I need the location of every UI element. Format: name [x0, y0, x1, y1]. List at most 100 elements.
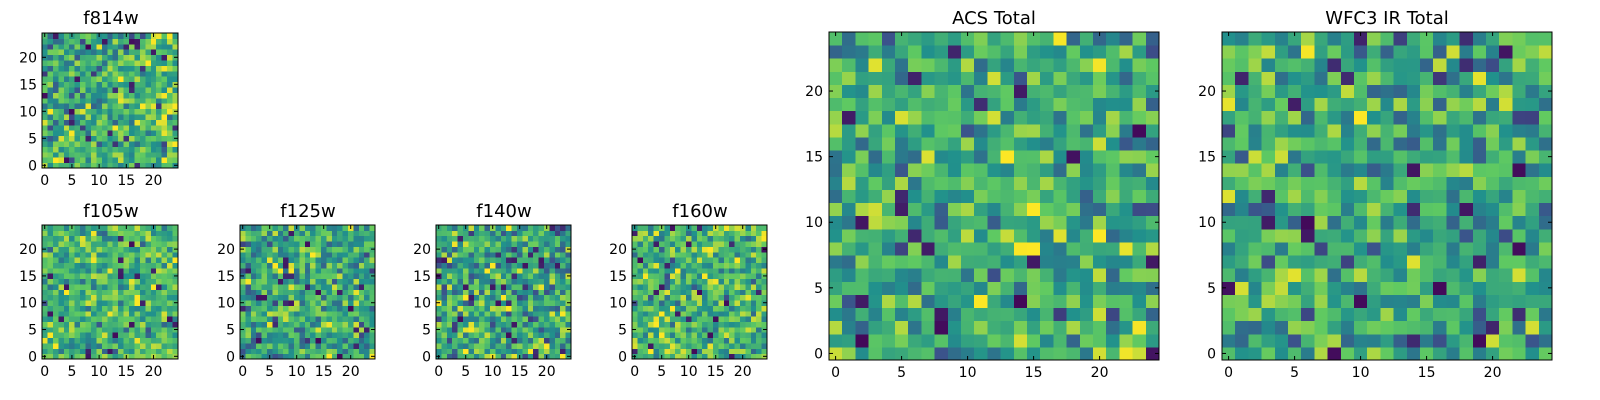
- heatmap-cell: [161, 332, 168, 339]
- heatmap-cell: [868, 71, 883, 85]
- heatmap-cell: [1446, 189, 1461, 204]
- heatmap-cell: [1132, 294, 1147, 309]
- heatmap-cell: [549, 241, 556, 247]
- heatmap-cell: [484, 332, 491, 339]
- heatmap-cell: [337, 300, 344, 306]
- heatmap-cell: [272, 305, 279, 312]
- heatmap-cell: [707, 337, 714, 344]
- heatmap-cell: [565, 257, 572, 264]
- heatmap-cell: [161, 97, 168, 104]
- heatmap-cell: [522, 235, 529, 242]
- heatmap-cell: [139, 97, 146, 104]
- heatmap-cell: [134, 305, 141, 312]
- heatmap-cell: [1486, 202, 1500, 217]
- heatmap-cell: [358, 262, 365, 269]
- heatmap-cell: [921, 281, 936, 295]
- heatmap-cell: [511, 332, 518, 339]
- heatmap-cell: [1235, 58, 1249, 72]
- heatmap-cell: [288, 267, 295, 274]
- heatmap-cell: [134, 92, 141, 99]
- heatmap-cell: [240, 294, 246, 301]
- heatmap-cell: [1066, 97, 1081, 112]
- heatmap-cell: [123, 87, 130, 93]
- x-tick-label: 15: [511, 364, 529, 380]
- heatmap-cell: [632, 305, 638, 312]
- heatmap-cell: [250, 300, 257, 306]
- heatmap-cell: [723, 273, 730, 280]
- heatmap-cell: [1222, 136, 1236, 151]
- heatmap-cell: [267, 342, 273, 349]
- heatmap-cell: [353, 262, 360, 269]
- heatmap-cell: [436, 283, 442, 290]
- heatmap-cell: [74, 353, 81, 360]
- heatmap-cell: [52, 294, 59, 301]
- heatmap-cell: [1040, 45, 1054, 59]
- heatmap-cell: [90, 157, 97, 164]
- heatmap-cells: [1222, 32, 1553, 361]
- heatmap-cell: [145, 124, 152, 131]
- heatmap-cell: [112, 162, 119, 169]
- heatmap-cell: [353, 332, 360, 339]
- heatmap-cell: [353, 225, 360, 231]
- heatmap-cell: [908, 110, 922, 125]
- heatmap-cell: [533, 353, 540, 360]
- heatmap-cell: [304, 316, 311, 322]
- heatmap-cell: [1538, 150, 1553, 164]
- heatmap-cell: [761, 294, 768, 301]
- heatmap-cell: [1472, 176, 1487, 190]
- heatmap-cell: [637, 337, 644, 344]
- heatmap-cell: [713, 326, 719, 333]
- heatmap-cell: [934, 71, 949, 85]
- heatmap-cell: [145, 342, 152, 349]
- heatmap-cell: [522, 289, 529, 296]
- heatmap-cell: [961, 281, 975, 295]
- heatmap-cell: [745, 305, 752, 312]
- heatmap-cell: [156, 235, 163, 242]
- heatmap-cell: [1145, 58, 1160, 72]
- heatmap-cell: [696, 225, 703, 231]
- heatmap-cell: [161, 273, 168, 280]
- heatmap-cell: [1274, 333, 1289, 348]
- heatmap-cell: [112, 353, 119, 360]
- heatmap-cell: [680, 230, 687, 237]
- heatmap-cell: [1222, 228, 1236, 243]
- heatmap-cell: [881, 320, 896, 335]
- heatmap-cell: [96, 230, 103, 237]
- heatmap-cell: [129, 316, 135, 322]
- heatmap-cell: [1367, 136, 1381, 151]
- heatmap-cell: [1093, 320, 1107, 335]
- heatmap-cell: [342, 235, 349, 242]
- heatmap-cell: [1512, 281, 1527, 295]
- heatmap-cell: [1433, 110, 1447, 125]
- heatmap-cell: [369, 289, 376, 296]
- heatmap-cell: [161, 124, 168, 131]
- heatmap-cell: [554, 300, 561, 306]
- heatmap-cell: [107, 54, 114, 61]
- heatmap-cell: [1406, 163, 1421, 177]
- heatmap-cell: [1079, 71, 1094, 85]
- heatmap-cell: [90, 162, 97, 169]
- heatmap-cell: [150, 76, 157, 83]
- heatmap-cell: [90, 353, 97, 360]
- heatmap-cell: [1261, 176, 1276, 190]
- heatmap-cell: [261, 235, 268, 242]
- heatmap-cell: [895, 97, 909, 112]
- heatmap-cell: [47, 38, 54, 45]
- heatmap-cell: [167, 305, 174, 312]
- heatmap-cell: [123, 289, 130, 296]
- heatmap-cell: [85, 235, 92, 242]
- heatmap-cell: [107, 273, 114, 280]
- heatmap-cell: [1066, 71, 1081, 85]
- heatmap-cell: [868, 189, 883, 204]
- heatmap-cell: [358, 348, 365, 355]
- heatmap-cell: [85, 321, 92, 328]
- heatmap-cell: [101, 151, 108, 158]
- heatmap-cell: [267, 310, 273, 317]
- heatmap-cell: [1420, 333, 1434, 348]
- heatmap-cell: [750, 289, 757, 296]
- heatmap-cell: [58, 108, 65, 115]
- heatmap-cell: [47, 326, 54, 333]
- heatmap-cell: [533, 348, 540, 355]
- heatmap-cell: [310, 273, 317, 280]
- heatmap-cell: [1235, 320, 1249, 335]
